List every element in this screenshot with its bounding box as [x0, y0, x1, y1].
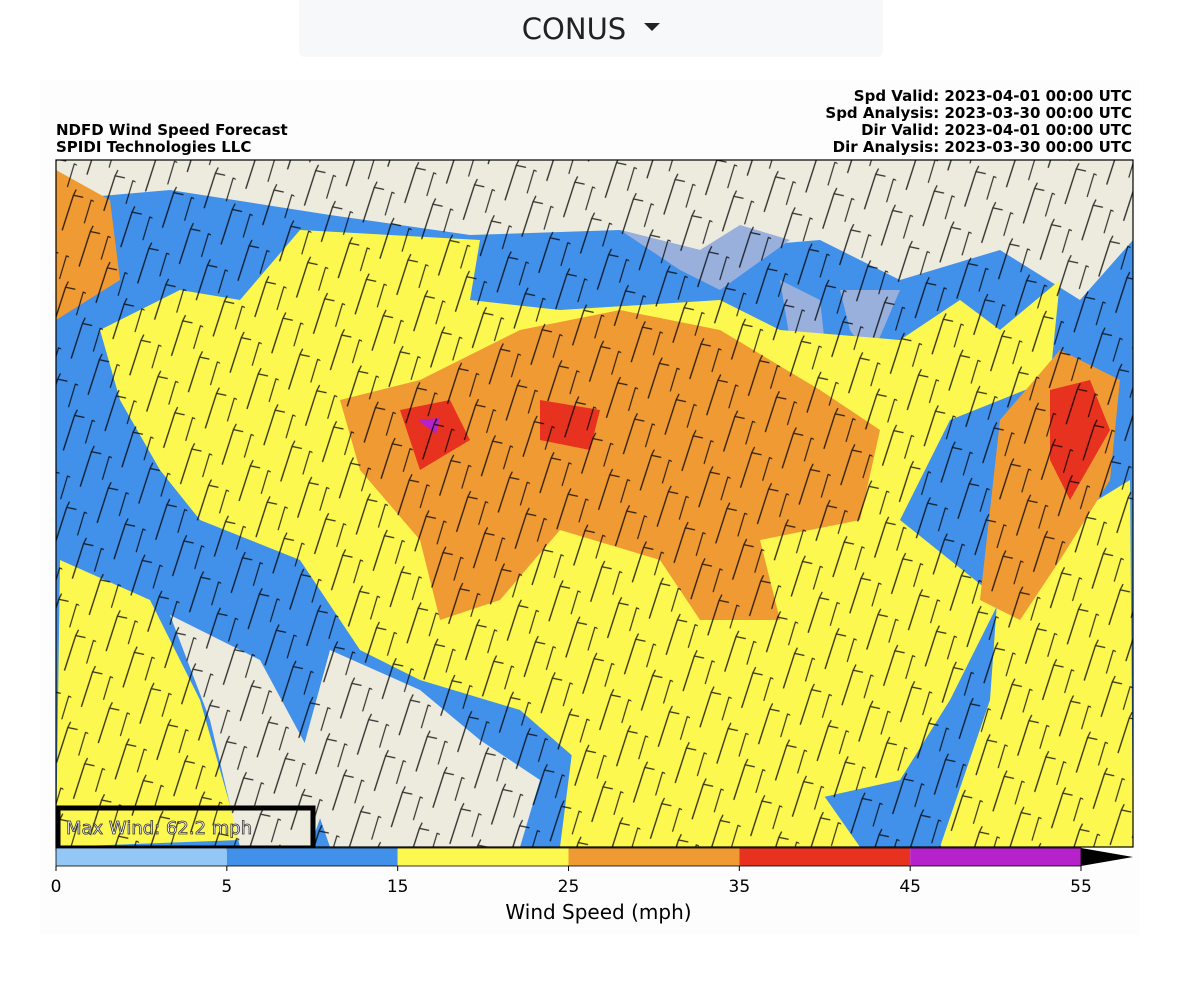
colorbar-label: Wind Speed (mph) — [505, 900, 691, 924]
title-right: Spd Valid: 2023-04-01 00:00 UTC — [854, 87, 1132, 105]
title-right: Dir Valid: 2023-04-01 00:00 UTC — [861, 121, 1132, 139]
max-wind: Max Wind: 62.2 mph — [66, 818, 252, 839]
caret — [644, 22, 661, 31]
colorbar-tick-label: 5 — [221, 877, 232, 897]
colorbar-segment — [56, 848, 227, 866]
colorbar-tick-label: 35 — [729, 877, 751, 897]
colorbar-tick-label: 15 — [387, 877, 409, 897]
title-right: Dir Analysis: 2023-03-30 00:00 UTC — [833, 138, 1132, 156]
colorbar-tick-label: 55 — [1070, 877, 1092, 897]
colorbar-segment — [568, 848, 740, 866]
colorbar-tick-label: 25 — [558, 877, 580, 897]
title-right: Spd Analysis: 2023-03-30 00:00 UTC — [825, 104, 1132, 122]
colorbar-tick-label: 45 — [899, 877, 921, 897]
colorbar-segment — [226, 848, 398, 866]
colorbar-segment — [910, 848, 1081, 866]
colorbar-tick-label: 0 — [51, 877, 62, 897]
title-left: SPIDI Technologies LLC — [56, 138, 251, 156]
map — [56, 160, 1133, 847]
title-left: NDFD Wind Speed Forecast — [56, 121, 288, 139]
dropdown-label: CONUS — [521, 11, 627, 46]
colorbar-segment — [397, 848, 569, 866]
region-dropdown[interactable]: CONUS — [299, 0, 883, 57]
colorbar-extend — [1081, 848, 1133, 866]
colorbar-segment — [739, 848, 911, 866]
map-frame — [55, 159, 1134, 848]
